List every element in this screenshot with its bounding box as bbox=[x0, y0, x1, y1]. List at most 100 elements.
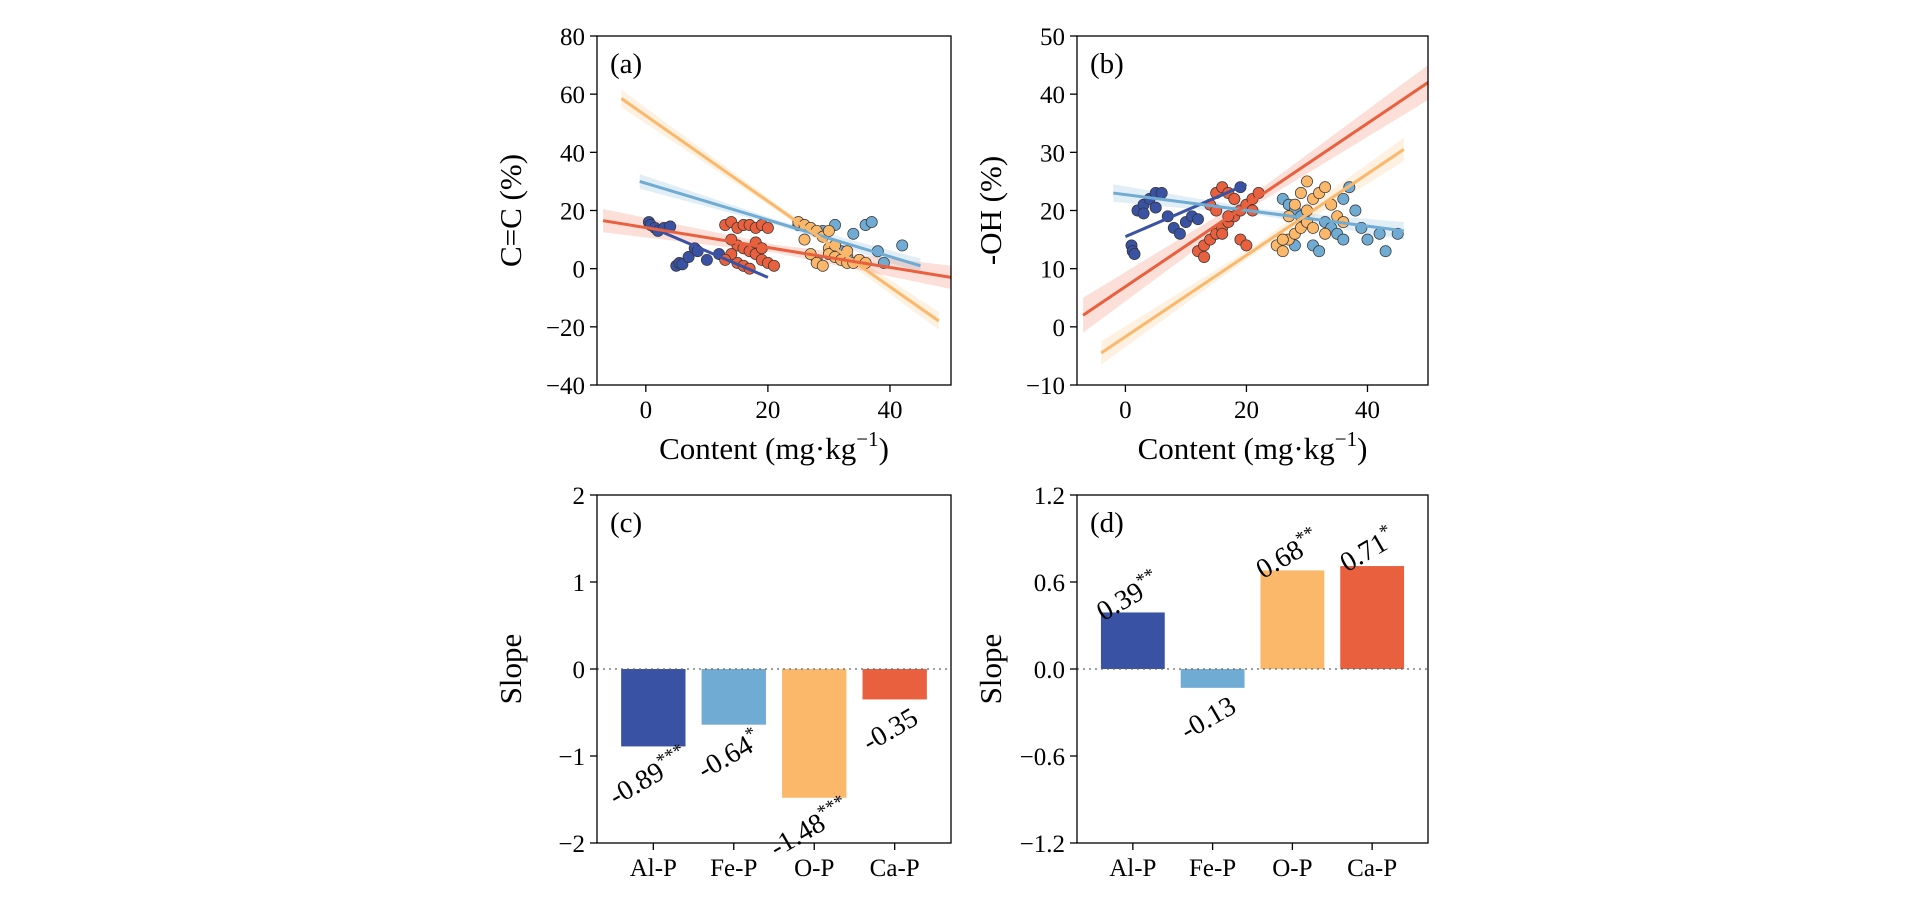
panel-tag: (d) bbox=[1090, 507, 1124, 539]
data-point-o-p bbox=[816, 259, 829, 272]
x-tick-label: O-P bbox=[1272, 855, 1312, 882]
fit-line-ca-p bbox=[602, 219, 951, 279]
data-label-value: -0.35 bbox=[857, 702, 923, 758]
data-point-al-p bbox=[1149, 201, 1162, 214]
data-point-o-p bbox=[1276, 233, 1289, 246]
y-tick-label: 40 bbox=[560, 140, 585, 167]
bar-o-p bbox=[782, 669, 847, 798]
data-point-ca-p bbox=[768, 259, 780, 272]
x-tick-label: Ca-P bbox=[1347, 855, 1397, 882]
x-axis-label-end: ) bbox=[1357, 431, 1367, 466]
fit-line-fe-p bbox=[1113, 191, 1404, 233]
y-tick-label: −40 bbox=[546, 373, 585, 400]
y-tick-label: 30 bbox=[1040, 140, 1065, 167]
data-point-al-p bbox=[1192, 213, 1204, 226]
x-axis-label: Content (mg·kg−1) bbox=[659, 427, 889, 466]
bar-ca-p bbox=[862, 669, 927, 700]
y-tick-label: 20 bbox=[560, 199, 585, 226]
fit-line-al-p bbox=[645, 223, 769, 279]
data-label: -1.48*** bbox=[763, 791, 855, 864]
y-axis-label: Slope bbox=[973, 634, 1008, 705]
y-tick-label: 1 bbox=[573, 570, 586, 597]
x-tick-label: Ca-P bbox=[870, 855, 920, 882]
data-point-o-p bbox=[1276, 245, 1289, 258]
data-point-fe-p bbox=[1337, 233, 1350, 246]
x-axis-label-end: ) bbox=[879, 431, 889, 466]
panel-tag: (c) bbox=[610, 507, 642, 539]
x-axis-label: Content (mg·kg−1) bbox=[1138, 427, 1368, 466]
data-point-o-p bbox=[1301, 175, 1313, 188]
y-axis-label: C=C (%) bbox=[493, 154, 528, 267]
data-point-o-p bbox=[822, 224, 835, 237]
data-point-fe-p bbox=[1337, 192, 1350, 205]
fit-line-o-p bbox=[620, 97, 940, 323]
data-label: -0.35 bbox=[857, 702, 923, 758]
data-point-o-p bbox=[1319, 227, 1332, 240]
x-tick-label: Fe-P bbox=[1189, 855, 1236, 882]
x-axis-label-main: Content (mg·kg bbox=[659, 431, 856, 466]
y-axis-label: Slope bbox=[493, 634, 528, 705]
y-tick-label: 0 bbox=[1053, 315, 1066, 342]
y-tick-label: −10 bbox=[1026, 373, 1065, 400]
bar-ca-p bbox=[1340, 566, 1405, 669]
y-tick-label: −0.6 bbox=[1020, 744, 1065, 771]
y-axis-label: -OH (%) bbox=[973, 156, 1008, 265]
x-tick-label: 40 bbox=[877, 397, 902, 424]
x-tick-label: 0 bbox=[1119, 397, 1132, 424]
data-point-o-p bbox=[1319, 181, 1332, 194]
data-point-ca-p bbox=[1216, 227, 1229, 240]
fit-line-ca-p bbox=[1082, 81, 1428, 317]
data-point-o-p bbox=[1307, 221, 1319, 234]
y-tick-label: 50 bbox=[1040, 24, 1065, 51]
data-point-al-p bbox=[1155, 187, 1168, 199]
panel-b-scatter-oh: 0 20 40 Content (mg·kg−1) −10 0 10 20 30 40 50 -OH … bbox=[973, 24, 1429, 466]
data-point-al-p bbox=[1137, 207, 1150, 220]
data-label-value: -0.13 bbox=[1175, 690, 1241, 746]
data-point-ca-p bbox=[1198, 251, 1211, 263]
data-label: -0.89*** bbox=[602, 739, 694, 812]
y-tick-label: 10 bbox=[1040, 257, 1065, 284]
panel-a-scatter-cc: 0 20 40 Content (mg·kg−1) −40 −20 0 20 40 60 80 C=C… bbox=[493, 24, 952, 466]
data-point-al-p bbox=[682, 251, 695, 263]
y-tick-label: 2 bbox=[573, 483, 586, 510]
data-point-fe-p bbox=[1361, 233, 1374, 246]
bar-o-p bbox=[1260, 570, 1325, 669]
panel-tag: (b) bbox=[1090, 48, 1124, 80]
fit-line-fe-p bbox=[639, 179, 921, 268]
y-tick-label: −20 bbox=[546, 315, 585, 342]
y-tick-label: −2 bbox=[558, 831, 585, 858]
panel-tag: (a) bbox=[610, 48, 642, 80]
data-point-fe-p bbox=[1373, 227, 1386, 240]
plot-frame bbox=[596, 35, 952, 386]
y-tick-label: 0 bbox=[573, 657, 586, 684]
x-axis-label-sup: −1 bbox=[856, 427, 878, 451]
x-axis-label-sup: −1 bbox=[1335, 427, 1357, 451]
bar-fe-p bbox=[1180, 669, 1245, 688]
data-point-ca-p bbox=[1228, 192, 1241, 205]
x-tick-label: Fe-P bbox=[710, 855, 757, 882]
panel-d-bar-slope-oh: 0.39**-0.130.68** 0.71*Al-P Fe-P O-P Ca-P−1.… bbox=[973, 483, 1429, 882]
y-tick-label: 0.6 bbox=[1034, 570, 1065, 597]
x-tick-label: 20 bbox=[1234, 397, 1259, 424]
y-tick-label: −1 bbox=[558, 744, 585, 771]
bar-al-p bbox=[621, 669, 686, 747]
data-point-fe-p bbox=[1313, 245, 1326, 258]
data-point-fe-p bbox=[1379, 245, 1392, 258]
plot-area bbox=[1082, 65, 1428, 365]
fit-line-o-p bbox=[1100, 148, 1405, 355]
y-tick-label: 60 bbox=[560, 82, 585, 109]
y-tick-label: 1.2 bbox=[1034, 483, 1065, 510]
data-point-o-p bbox=[1288, 198, 1301, 211]
data-point-ca-p bbox=[1240, 239, 1253, 252]
y-tick-label: 20 bbox=[1040, 199, 1065, 226]
data-point-fe-p bbox=[1349, 204, 1362, 217]
fit-line-al-p bbox=[1124, 182, 1248, 239]
bar-al-p bbox=[1100, 612, 1165, 669]
data-point-al-p bbox=[1173, 227, 1186, 240]
data-point-o-p bbox=[798, 233, 811, 246]
data-label: -0.64* bbox=[691, 722, 767, 785]
data-point-fe-p bbox=[865, 216, 878, 229]
y-tick-label: 40 bbox=[1040, 82, 1065, 109]
x-tick-label: 20 bbox=[755, 397, 780, 424]
bar-fe-p bbox=[701, 669, 766, 725]
